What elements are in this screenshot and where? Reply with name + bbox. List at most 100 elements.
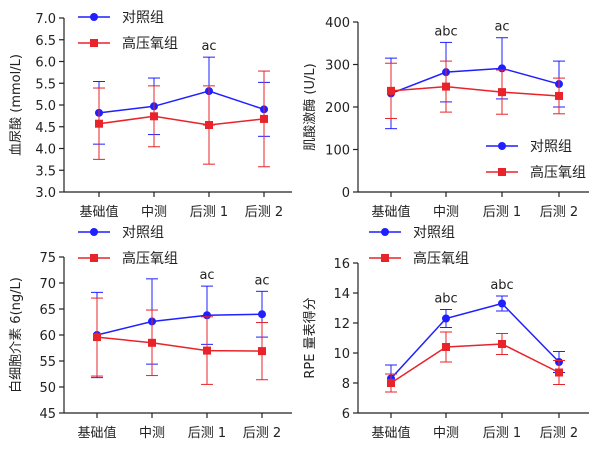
series-line	[98, 115, 265, 126]
data-point	[95, 119, 103, 128]
series-line	[390, 343, 560, 384]
significance-label: abc	[434, 292, 457, 307]
data-point	[205, 121, 213, 130]
y-tick-label: 70	[39, 277, 56, 292]
x-tick-label: 基础值	[371, 425, 410, 441]
data-point	[555, 91, 563, 100]
x-tick-label: 中测	[433, 426, 459, 441]
data-point	[498, 340, 506, 348]
series-line	[390, 85, 560, 97]
series-line	[390, 302, 560, 380]
series-control	[385, 295, 565, 393]
x-tick-label: 后测 1	[188, 426, 226, 441]
x-tick-label: 后测 1	[483, 205, 521, 220]
legend-label: 对照组	[122, 225, 164, 241]
significance-label: ac	[494, 20, 509, 35]
series-hbo	[385, 331, 565, 393]
data-point	[387, 86, 395, 95]
data-point	[442, 82, 450, 91]
chart-panel-4: 6 8 10 12 14 16 基础值 中测 后测 1 后测 2 RPE 量表得分 abc abc 对照组…	[302, 225, 589, 441]
series-control	[93, 56, 270, 145]
y-tick-label: 50	[39, 381, 56, 396]
y-tick-label: 3.0	[35, 186, 56, 201]
x-tick-label: 基础值	[79, 204, 118, 220]
data-point	[93, 333, 101, 342]
data-point	[498, 88, 506, 97]
x-tick-label: 基础值	[371, 204, 410, 220]
y-tick-label: 65	[39, 303, 56, 318]
data-point	[148, 338, 156, 347]
y-tick-label: 55	[39, 355, 56, 370]
series-control	[91, 278, 268, 379]
y-tick-label: 3.5	[35, 164, 56, 179]
legend-marker	[90, 254, 98, 262]
legend-label: 对照组	[530, 139, 572, 155]
legend-marker	[90, 228, 98, 236]
y-tick-label: 12	[333, 317, 350, 332]
y-tick-label: 8	[342, 377, 350, 392]
data-point	[387, 379, 395, 387]
data-point	[203, 346, 211, 355]
y-tick-label: 75	[39, 251, 56, 266]
series-hbo	[385, 60, 565, 119]
legend-label: 对照组	[122, 10, 164, 26]
y-axis-label: RPE 量表得分	[302, 297, 318, 378]
data-point	[442, 343, 450, 351]
series-hbo	[93, 70, 270, 168]
significance-label: abc	[434, 24, 457, 39]
x-tick-label: 后测 2	[243, 426, 281, 441]
data-point	[258, 347, 266, 356]
y-tick-label: 200	[325, 101, 350, 116]
x-tick-label: 中测	[141, 205, 167, 220]
series-hbo	[91, 297, 268, 385]
legend-label: 高压氧组	[530, 164, 586, 181]
legend-label: 高压氧组	[413, 250, 469, 267]
x-tick-label: 基础值	[77, 425, 116, 441]
chart-panel-3: 45 50 55 60 65 70 75 基础值 中测 后测 1 后测 2 白细胞介素 6(ng/L)…	[8, 225, 292, 441]
x-tick-label: 后测 2	[540, 205, 578, 220]
data-point	[258, 310, 266, 319]
legend-marker	[498, 142, 506, 150]
chart-panel-1: 3.0 3.5 4.0 4.5 5.0 5.5 6.0 6.5 7.0 基础值 中测 后测 1 后测 2…	[9, 10, 292, 220]
chart-panel-2: 0 100 200 300 400 基础值 中测 后测 1 后测 2 肌酸激酶 (U/L) abc a…	[302, 16, 589, 220]
x-tick-label: 中测	[139, 426, 165, 441]
data-point	[150, 112, 158, 121]
legend-marker	[381, 228, 389, 236]
y-axis-label: 血尿酸 (mmol/L)	[9, 54, 24, 156]
significance-label: ac	[199, 268, 214, 283]
y-tick-label: 300	[325, 59, 350, 74]
y-tick-label: 10	[333, 347, 350, 362]
y-tick-label: 6	[342, 407, 350, 422]
legend-marker	[498, 168, 506, 176]
data-point	[260, 114, 268, 123]
legend-label: 对照组	[413, 225, 455, 241]
x-tick-label: 后测 1	[190, 205, 228, 220]
legend-marker	[381, 254, 389, 262]
series-line	[98, 90, 265, 114]
y-tick-label: 60	[39, 329, 56, 344]
y-tick-label: 16	[333, 257, 350, 272]
y-tick-label: 4.5	[35, 121, 56, 136]
y-axis-label: 白细胞介素 6(ng/L)	[8, 277, 24, 393]
data-point	[498, 299, 506, 308]
y-tick-label: 6.0	[35, 56, 56, 71]
x-tick-label: 后测 2	[245, 205, 283, 220]
y-tick-label: 5.0	[35, 99, 56, 114]
y-tick-label: 6.5	[35, 34, 56, 49]
series-line	[96, 336, 263, 352]
significance-label: ac	[201, 39, 216, 54]
legend-marker	[90, 39, 98, 47]
y-tick-label: 45	[39, 407, 56, 422]
series-line	[390, 67, 560, 95]
significance-label: ac	[254, 273, 269, 288]
legend-marker	[90, 13, 98, 21]
y-axis-label: 肌酸激酶 (U/L)	[302, 63, 318, 150]
x-tick-label: 后测 1	[483, 426, 521, 441]
y-tick-label: 100	[325, 144, 350, 159]
y-tick-label: 0	[342, 186, 350, 201]
x-tick-label: 中测	[433, 205, 459, 220]
